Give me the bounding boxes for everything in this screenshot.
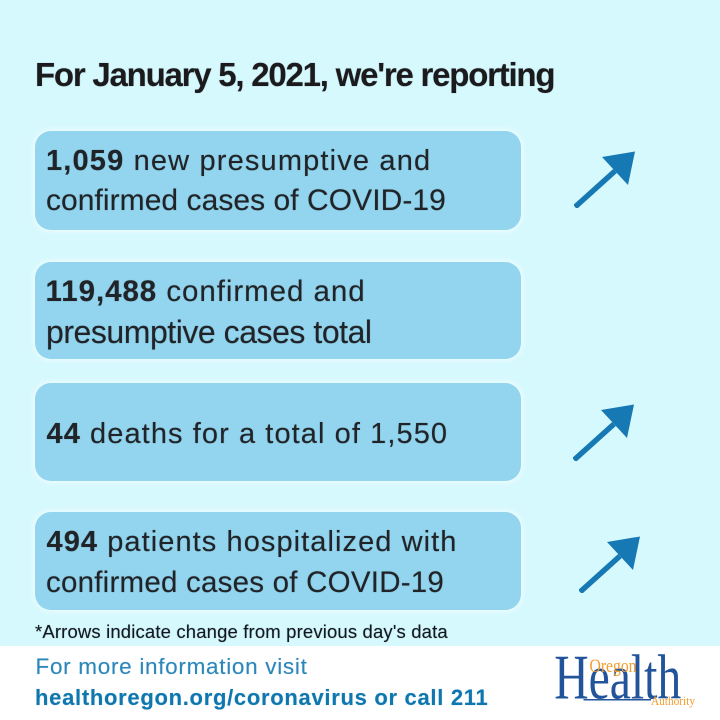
svg-text:Oregon: Oregon [590, 656, 637, 677]
svg-text:Authority: Authority [651, 694, 696, 708]
svg-text:Health: Health [554, 645, 681, 713]
